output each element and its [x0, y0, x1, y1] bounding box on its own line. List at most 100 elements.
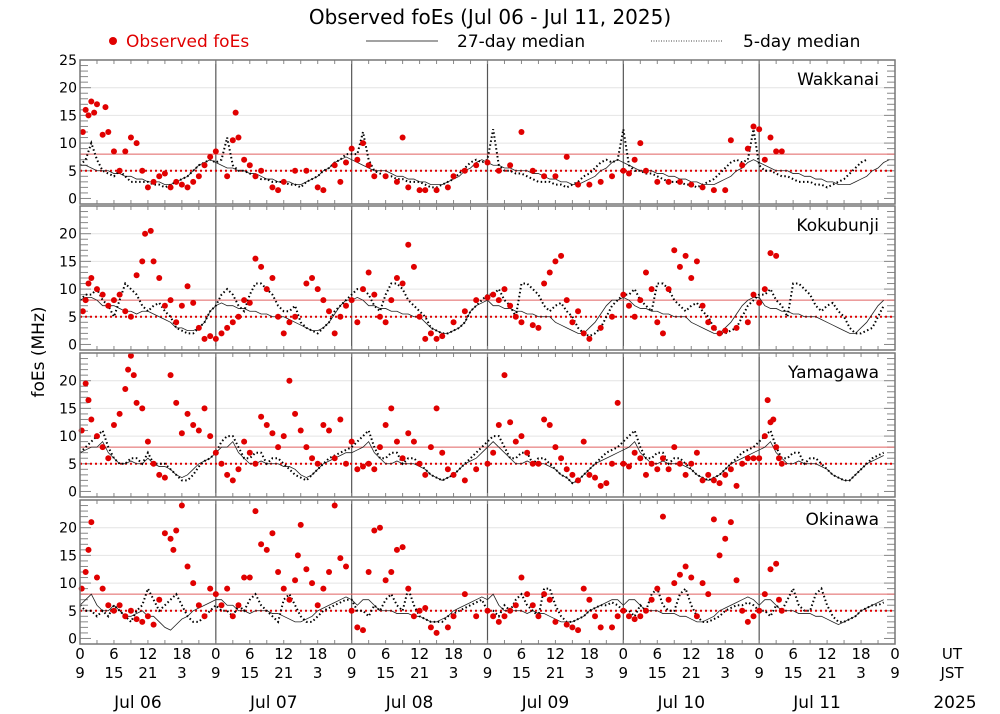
observed-point	[190, 299, 197, 306]
observed-point	[586, 181, 593, 188]
observed-point	[439, 449, 446, 456]
observed-point	[156, 173, 163, 180]
observed-point	[85, 546, 92, 553]
observed-point	[280, 433, 287, 440]
observed-point	[775, 455, 782, 462]
observed-point	[710, 477, 717, 484]
x-tick-label-jst: 9	[483, 664, 493, 682]
observed-point	[427, 444, 434, 451]
x-tick-label-jst: 15	[648, 664, 667, 682]
observed-point	[597, 624, 604, 631]
observed-point	[518, 129, 525, 135]
observed-point	[512, 313, 519, 320]
observed-point	[337, 416, 344, 423]
year-label: 2025	[933, 693, 976, 713]
x-tick-label-ut: 18	[851, 645, 870, 663]
observed-point	[207, 333, 214, 340]
observed-point	[144, 613, 151, 620]
observed-point	[727, 519, 734, 526]
observed-point	[597, 482, 604, 489]
observed-point	[184, 184, 191, 191]
y-tick-label: 20	[59, 521, 77, 537]
x-tick-label-jst: 3	[313, 664, 323, 682]
observed-point	[744, 618, 751, 625]
observed-point	[241, 438, 248, 445]
observed-point	[303, 280, 310, 287]
observed-point	[303, 444, 310, 451]
x-tick-label-jst: 3	[720, 664, 730, 682]
observed-point	[331, 502, 338, 509]
observed-point	[393, 178, 400, 185]
observed-point	[773, 148, 780, 155]
observed-point	[410, 613, 417, 620]
observed-point	[512, 438, 519, 445]
observed-point	[388, 569, 395, 575]
station-label: Okinawa	[806, 510, 879, 530]
observed-point	[150, 460, 157, 467]
observed-point	[207, 585, 214, 592]
observed-point	[775, 596, 782, 603]
observed-point	[82, 569, 89, 575]
observed-point	[252, 255, 259, 262]
observed-point	[541, 591, 548, 598]
observed-point	[676, 178, 683, 185]
observed-point	[258, 167, 265, 174]
x-tick-label-ut: 12	[410, 645, 429, 663]
observed-point	[575, 627, 582, 634]
observed-point	[433, 405, 440, 412]
observed-point	[127, 313, 134, 320]
observed-point	[252, 460, 259, 467]
observed-point	[393, 438, 400, 445]
observed-point	[173, 319, 180, 326]
observed-point	[716, 330, 723, 337]
legend-observed-marker	[109, 37, 117, 45]
observed-point	[178, 181, 185, 188]
observed-point	[399, 544, 406, 551]
observed-point	[161, 170, 168, 177]
observed-point	[484, 159, 491, 166]
observed-point	[733, 324, 740, 331]
observed-point	[326, 308, 333, 315]
observed-point	[699, 184, 706, 191]
observed-point	[495, 422, 502, 428]
observed-point	[744, 455, 751, 462]
observed-point	[399, 280, 406, 287]
observed-point	[620, 291, 627, 298]
observed-point	[563, 153, 570, 160]
observed-point	[371, 466, 378, 473]
observed-point	[173, 399, 180, 406]
observed-point	[642, 269, 649, 276]
observed-point	[439, 333, 446, 340]
observed-point	[625, 463, 632, 470]
observed-point	[495, 618, 502, 625]
observed-point	[127, 352, 134, 359]
observed-point	[275, 187, 282, 194]
observed-point	[82, 297, 89, 304]
observed-point	[354, 319, 361, 326]
observed-point	[218, 602, 225, 609]
median-27day-line	[80, 156, 890, 186]
observed-point	[546, 269, 553, 276]
observed-point	[659, 330, 666, 337]
observed-point	[739, 162, 746, 169]
observed-point	[258, 413, 265, 420]
observed-point	[178, 302, 185, 309]
observed-point	[382, 422, 389, 428]
observed-point	[184, 283, 191, 290]
observed-point	[85, 397, 92, 404]
observed-point	[229, 613, 236, 620]
observed-point	[699, 477, 706, 484]
observed-point	[569, 471, 576, 478]
observed-point	[592, 474, 599, 481]
observed-point	[382, 577, 389, 584]
observed-point	[122, 386, 129, 392]
observed-point	[388, 297, 395, 304]
observed-point	[416, 607, 423, 614]
observed-point	[170, 546, 177, 553]
observed-point	[637, 297, 644, 304]
y-tick-label: 0	[68, 191, 77, 207]
observed-point	[195, 427, 202, 434]
observed-point	[178, 502, 185, 509]
observed-point	[235, 602, 242, 609]
observed-point	[331, 162, 338, 169]
